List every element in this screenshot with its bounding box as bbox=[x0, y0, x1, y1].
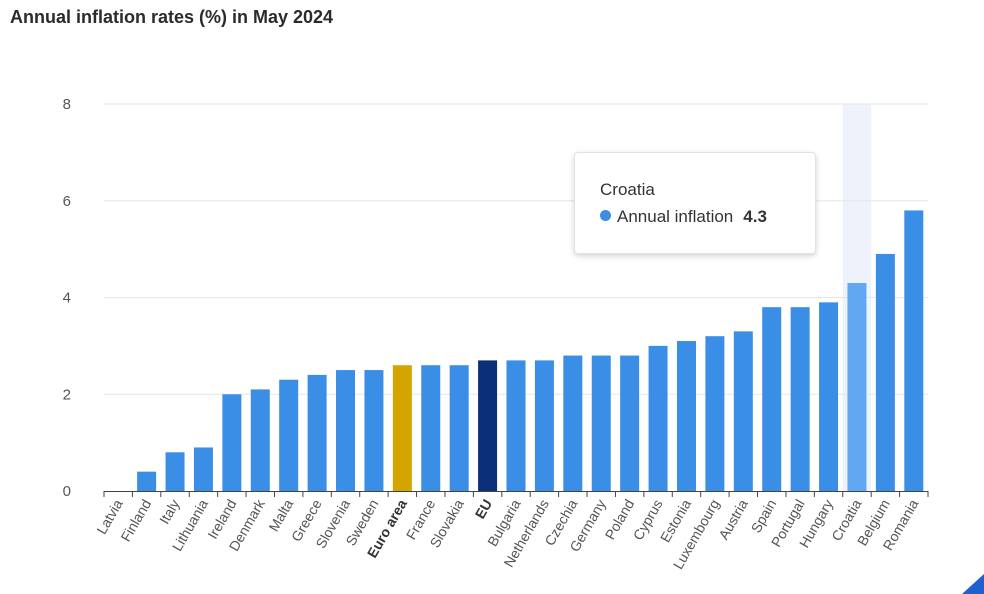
bar[interactable] bbox=[222, 394, 242, 491]
bar[interactable] bbox=[819, 302, 839, 491]
bars bbox=[137, 210, 924, 492]
x-axis bbox=[103, 491, 929, 497]
bar[interactable] bbox=[449, 365, 469, 491]
tooltip-title: Croatia bbox=[600, 180, 655, 199]
tooltip-row: Annual inflation 4.3 bbox=[600, 207, 767, 227]
bar[interactable] bbox=[591, 355, 611, 491]
bar[interactable] bbox=[875, 253, 895, 491]
bar[interactable] bbox=[336, 370, 356, 491]
tooltip-series-name: Annual inflation bbox=[617, 207, 734, 226]
bar[interactable] bbox=[733, 331, 753, 491]
tooltip-value: 4.3 bbox=[743, 207, 767, 226]
bar[interactable] bbox=[534, 360, 554, 491]
bar[interactable] bbox=[421, 365, 441, 491]
bar[interactable] bbox=[563, 355, 583, 491]
bar[interactable] bbox=[364, 370, 384, 491]
x-tick-label: EU bbox=[472, 496, 496, 521]
bar[interactable] bbox=[676, 341, 696, 491]
bar[interactable] bbox=[478, 360, 498, 491]
bar[interactable] bbox=[506, 360, 526, 491]
bar[interactable] bbox=[165, 452, 185, 491]
corner-triangle-icon bbox=[962, 574, 984, 594]
chart-title: Annual inflation rates (%) in May 2024 bbox=[10, 7, 334, 27]
bar[interactable] bbox=[762, 307, 782, 491]
bar[interactable] bbox=[705, 336, 725, 491]
bar[interactable] bbox=[250, 389, 270, 491]
bar[interactable] bbox=[904, 210, 924, 492]
bar[interactable] bbox=[137, 471, 157, 491]
bar[interactable] bbox=[392, 365, 412, 491]
y-tick-label: 8 bbox=[63, 96, 71, 113]
y-tick-label: 6 bbox=[63, 193, 71, 210]
y-tick-label: 4 bbox=[63, 290, 71, 307]
y-axis-ticks: 0 2 4 6 8 bbox=[63, 96, 71, 500]
bar[interactable] bbox=[193, 447, 213, 491]
bar[interactable] bbox=[620, 355, 640, 491]
bar[interactable] bbox=[307, 374, 327, 491]
bar[interactable] bbox=[648, 345, 668, 491]
x-tick-label: Italy bbox=[156, 497, 183, 527]
y-tick-label: 2 bbox=[63, 386, 71, 403]
y-tick-label: 0 bbox=[63, 483, 71, 500]
bar[interactable] bbox=[790, 307, 810, 491]
tooltip: Croatia Annual inflation 4.3 bbox=[574, 152, 816, 254]
series-dot-icon bbox=[600, 210, 611, 221]
bar[interactable] bbox=[279, 379, 299, 491]
x-tick-label: Austria bbox=[715, 496, 751, 542]
bar[interactable] bbox=[847, 282, 867, 491]
